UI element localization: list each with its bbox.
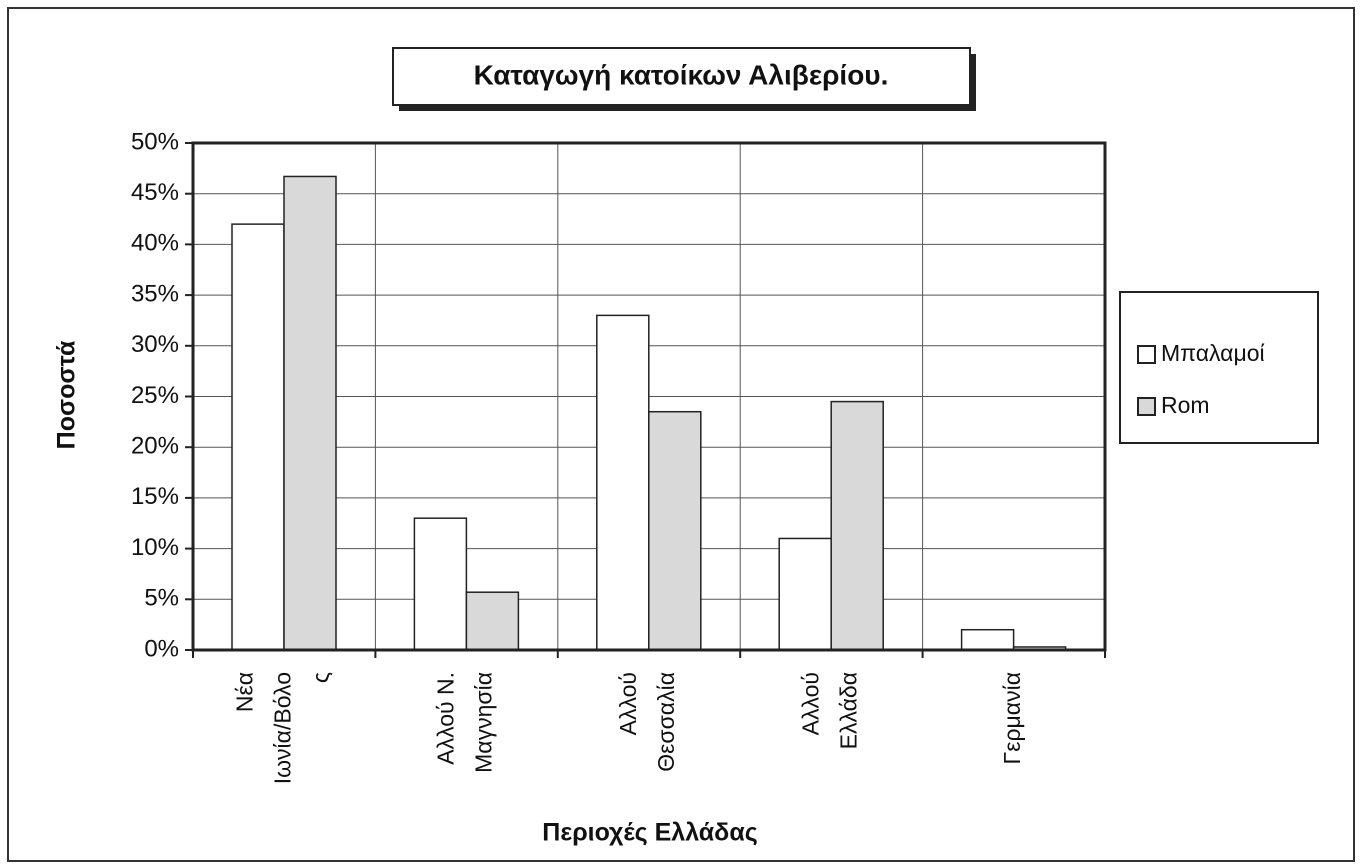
bar: [413, 517, 468, 651]
bar: [830, 400, 884, 651]
y-tick-label: 20%: [131, 433, 179, 460]
bar: [231, 223, 285, 651]
x-tick-label: Θεσσαλία: [653, 672, 679, 772]
x-axis-label: Περιοχές Ελλάδας: [542, 819, 757, 847]
y-tick-label: 15%: [131, 483, 179, 510]
legend-box: [1119, 291, 1319, 444]
x-tick-label: Αλλού: [615, 672, 641, 735]
x-tick-label: Ελλάδα: [835, 672, 861, 749]
bar: [778, 537, 832, 651]
bar: [283, 175, 337, 651]
x-tick-label: Αλλού: [797, 672, 823, 735]
y-tick-label: 5%: [144, 585, 179, 612]
legend-swatch: [1137, 345, 1156, 364]
y-tick-label: 10%: [131, 534, 179, 561]
x-tick-label: Ιωνία/Βόλο: [269, 672, 295, 784]
x-tick-label: ς: [307, 672, 333, 683]
y-axis-label: Ποσοστά: [53, 340, 81, 449]
title-box: [392, 47, 971, 106]
x-tick-label: Αλλού Ν.: [433, 672, 459, 765]
legend-label: Rom: [1161, 392, 1210, 418]
y-tick-label: 0%: [144, 635, 179, 662]
x-tick-label: Μαγνησία: [471, 672, 497, 773]
chart-title: Καταγωγή κατοίκων Αλιβερίου.: [474, 59, 889, 90]
bar: [596, 314, 650, 651]
bar: [960, 628, 1015, 651]
legend-label: Μπαλαμοί: [1161, 340, 1265, 366]
bar: [465, 591, 520, 651]
y-tick-label: 45%: [131, 179, 179, 206]
bar: [648, 410, 702, 651]
x-tick-label: Γερμανία: [999, 672, 1025, 764]
legend-swatch: [1137, 397, 1156, 416]
y-tick-label: 30%: [131, 331, 179, 358]
y-tick-label: 25%: [131, 382, 179, 409]
y-tick-label: 50%: [131, 128, 179, 155]
y-tick-label: 35%: [131, 280, 179, 307]
x-tick-label: Νέα: [231, 672, 257, 712]
y-tick-label: 40%: [131, 230, 179, 257]
